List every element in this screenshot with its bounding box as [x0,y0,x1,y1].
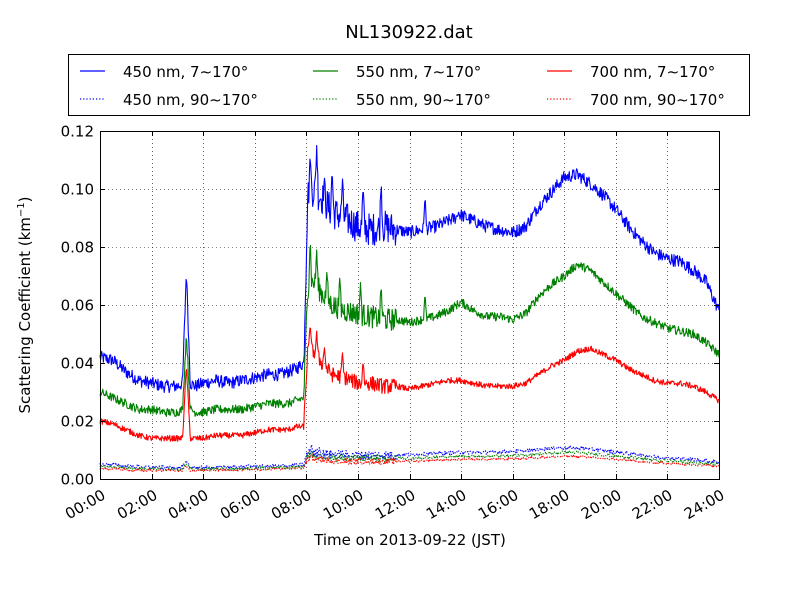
y-axis-label-close: ) [16,196,34,202]
x-tick-label: 12:00 [372,486,418,523]
x-tick-label: 10:00 [320,486,366,523]
x-tick-label: 02:00 [114,486,160,523]
series-line-5 [99,452,720,473]
x-tick-label: 08:00 [268,486,314,523]
y-tick-label: 0.08 [61,239,94,257]
legend-label-2: 700 nm, 7∼170° [590,63,715,81]
x-tick-label: 04:00 [165,486,211,523]
y-tick-label: 0.10 [61,181,94,199]
legend-label-3: 450 nm, 90∼170° [123,91,258,109]
legend-label-0: 450 nm, 7∼170° [123,63,248,81]
y-tick-labels: 0.00 0.02 0.04 0.06 0.08 0.10 0.12 [61,123,94,489]
series-line-3 [99,444,720,470]
y-axis-label: Scattering Coefficient (km−1) [16,196,34,413]
y-tick-label: 0.06 [61,297,94,315]
legend-label-5: 700 nm, 90∼170° [590,91,725,109]
series-line-2 [99,327,720,442]
legend-label-1: 550 nm, 7∼170° [356,63,481,81]
x-tick-label: 00:00 [62,486,108,523]
y-tick-label: 0.04 [61,355,94,373]
y-tick-label: 0.00 [61,471,94,489]
x-tick-label: 06:00 [217,486,263,523]
y-axis-label-exponent: −1 [16,202,27,217]
chart-title: NL130922.dat [345,22,472,43]
x-tick-label: 14:00 [423,486,469,523]
series-line-1 [99,244,720,417]
y-tick-label: 0.02 [61,413,94,431]
x-tick-label: 16:00 [475,486,521,523]
series-lines [99,144,720,473]
legend: 450 nm, 7∼170° 550 nm, 7∼170° 700 nm, 7∼17… [68,54,750,116]
legend-frame [68,54,750,116]
legend-label-4: 550 nm, 90∼170° [356,91,491,109]
y-axis-label-main: Scattering Coefficient (km [16,217,34,413]
series-line-0 [99,144,720,394]
y-tick-label: 0.12 [61,123,94,141]
x-tick-label: 18:00 [526,486,572,523]
x-tick-label: 22:00 [629,486,675,523]
x-tick-labels: 00:00 02:00 04:00 06:00 08:00 10:00 12:00 14:00… [62,486,727,523]
x-tick-label: 20:00 [578,486,624,523]
axis-ticks [100,131,720,480]
x-tick-label: 24:00 [681,486,727,523]
x-axis-label: Time on 2013-09-22 (JST) [313,531,506,549]
